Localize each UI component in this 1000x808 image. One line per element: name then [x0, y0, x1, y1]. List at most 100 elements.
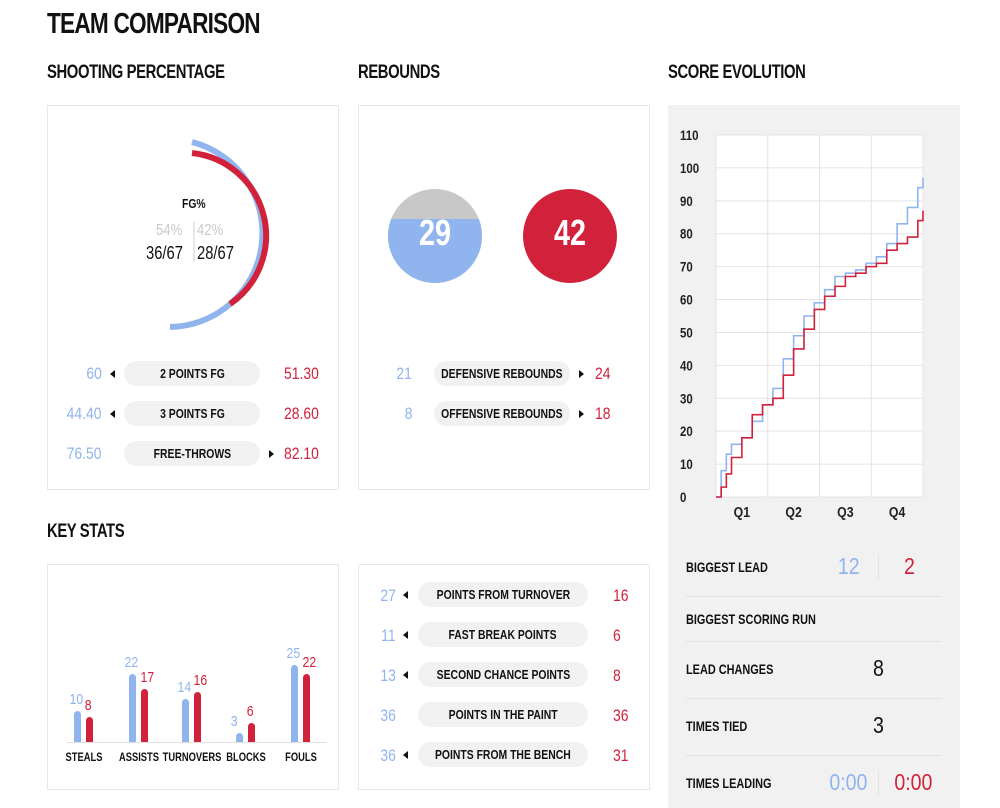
pts-turnover-label: POINTS FROM TURNOVER — [418, 582, 588, 607]
bar-blocks-team-a — [236, 732, 243, 742]
biggest-lead-divider — [878, 554, 879, 580]
def-reb-arrow-icon — [579, 370, 584, 378]
bar-value-steals-team-b: 8 — [84, 697, 92, 715]
bar-steals-team-a — [74, 711, 81, 742]
paint-pts-label: POINTS IN THE PAINT — [418, 702, 588, 727]
team-b-fg-arc — [191, 150, 270, 307]
team-b-fg-made: 28/67 — [197, 243, 234, 263]
lead-changes-row: LEAD CHANGES 8 — [686, 642, 942, 699]
fg3-label: 3 POINTS FG — [124, 401, 260, 426]
team-a-fg-made: 36/67 — [146, 243, 183, 263]
bench-pts-team-a: 36 — [380, 746, 396, 765]
rebounds-card — [358, 105, 650, 490]
ft-team-a: 76.50 — [67, 444, 102, 463]
score-evolution-heading: SCORE EVOLUTION — [668, 62, 806, 83]
bar-category-steals: STEALS — [65, 750, 103, 764]
biggest-scoring-run-row: BIGGEST SCORING RUN — [686, 597, 942, 642]
times-leading-row: TIMES LEADING 0:00 0:00 — [686, 756, 942, 808]
bar-category-assists: ASSISTS — [118, 750, 160, 764]
times-leading-label: TIMES LEADING — [686, 775, 772, 791]
team-a-fg-pct: 54% — [156, 222, 183, 239]
ft-team-b: 82.10 — [284, 444, 319, 463]
fast-break-label: FAST BREAK POINTS — [418, 622, 588, 647]
bench-pts-arrow-icon — [403, 751, 408, 759]
bar-fouls-team-a — [291, 664, 298, 742]
y-tick-20: 20 — [680, 423, 693, 439]
fg3-team-a: 44.40 — [67, 404, 102, 423]
bench-pts-team-b: 31 — [613, 746, 629, 765]
fast-break-arrow-icon — [403, 631, 408, 639]
bar-assists-team-b — [141, 689, 148, 742]
fg3-arrow-icon — [110, 410, 115, 418]
y-tick-70: 70 — [680, 259, 693, 275]
bar-assists-team-a — [129, 673, 136, 742]
fg-arc-chart — [169, 139, 270, 330]
x-tick-q2: Q2 — [785, 504, 802, 520]
y-tick-90: 90 — [680, 193, 693, 209]
x-tick-q4: Q4 — [889, 504, 906, 520]
y-tick-80: 80 — [680, 226, 693, 242]
line-chart-frame — [715, 134, 924, 498]
key-stats-bar-chart: 10 8 STEALS 22 17 ASSISTS 14 16 TURNOVERS 3 6 BLOCK… — [47, 564, 339, 790]
def-reb-team-a: 21 — [396, 364, 412, 383]
ft-arrow-icon — [269, 450, 274, 458]
bar-value-steals-team-a: 10 — [69, 691, 84, 708]
bar-fouls-team-b — [303, 673, 310, 742]
bar-value-fouls-team-b: 22 — [302, 653, 317, 671]
bar-turnovers-team-b — [194, 692, 201, 742]
biggest-scoring-run-label: BIGGEST SCORING RUN — [686, 611, 816, 627]
fg3-team-b: 28.60 — [284, 404, 319, 423]
second-chance-arrow-icon — [403, 671, 408, 679]
page-title: TEAM COMPARISON — [47, 8, 261, 40]
fg2-label: 2 POINTS FG — [124, 361, 260, 386]
team-b-rebounds-total: 42 — [553, 212, 587, 253]
fg2-team-b: 51.30 — [284, 364, 319, 383]
team-a-rebounds-total: 29 — [418, 212, 452, 253]
fg-label: FG% — [181, 196, 206, 211]
times-leading-team-a: 0:00 — [829, 769, 868, 795]
pts-turnover-team-b: 16 — [613, 586, 629, 605]
y-tick-0: 0 — [680, 489, 686, 505]
lead-changes-value: 8 — [872, 655, 884, 681]
times-leading-divider — [878, 770, 879, 796]
bench-pts-label: POINTS FROM THE BENCH — [418, 742, 588, 767]
bar-category-blocks: BLOCKS — [226, 750, 266, 764]
bar-value-blocks-team-a: 3 — [230, 712, 238, 730]
y-tick-40: 40 — [680, 357, 693, 373]
team-b-fg-pct: 42% — [197, 222, 224, 239]
second-chance-label: SECOND CHANCE POINTS — [418, 662, 588, 687]
score-evolution-chart: 0 10 20 30 40 50 60 70 80 90 100 110 Q1 Q2 Q3 Q4 — [680, 127, 924, 520]
times-tied-value: 3 — [872, 712, 884, 738]
bar-steals-team-b — [86, 717, 93, 742]
off-reb-arrow-icon — [579, 410, 584, 418]
bar-value-assists-team-b: 17 — [140, 669, 155, 687]
score-line-team-b — [716, 210, 924, 498]
team-a-rebounds-circle — [388, 189, 482, 283]
bar-category-turnovers: TURNOVERS — [162, 750, 222, 764]
y-tick-60: 60 — [680, 291, 693, 307]
bar-value-fouls-team-a: 25 — [286, 644, 301, 662]
bar-value-turnovers-team-b: 16 — [193, 672, 208, 690]
bar-value-turnovers-team-a: 14 — [177, 678, 192, 696]
y-tick-10: 10 — [680, 456, 693, 472]
key-stats-heading: KEY STATS — [47, 521, 125, 542]
paint-pts-team-b: 36 — [613, 706, 629, 725]
y-tick-110: 110 — [680, 127, 699, 143]
team-b-rebounds-circle — [523, 189, 617, 283]
bar-value-blocks-team-b: 6 — [246, 703, 254, 721]
lead-changes-label: LEAD CHANGES — [686, 661, 774, 677]
pts-turnover-arrow-icon — [403, 591, 408, 599]
times-leading-team-b: 0:00 — [894, 769, 933, 795]
biggest-lead-team-b: 2 — [903, 553, 915, 579]
fg2-arrow-icon — [110, 370, 115, 378]
bar-turnovers-team-a — [182, 698, 189, 742]
y-tick-50: 50 — [680, 324, 693, 340]
second-chance-team-a: 13 — [380, 666, 396, 685]
biggest-lead-row: BIGGEST LEAD 12 2 — [686, 540, 942, 597]
rebounds-heading: REBOUNDS — [358, 62, 440, 83]
bar-chart-baseline — [67, 742, 327, 743]
second-chance-team-b: 8 — [613, 666, 621, 685]
fg2-team-a: 60 — [86, 364, 102, 383]
fast-break-team-b: 6 — [613, 626, 621, 645]
def-reb-team-b: 24 — [595, 364, 611, 383]
